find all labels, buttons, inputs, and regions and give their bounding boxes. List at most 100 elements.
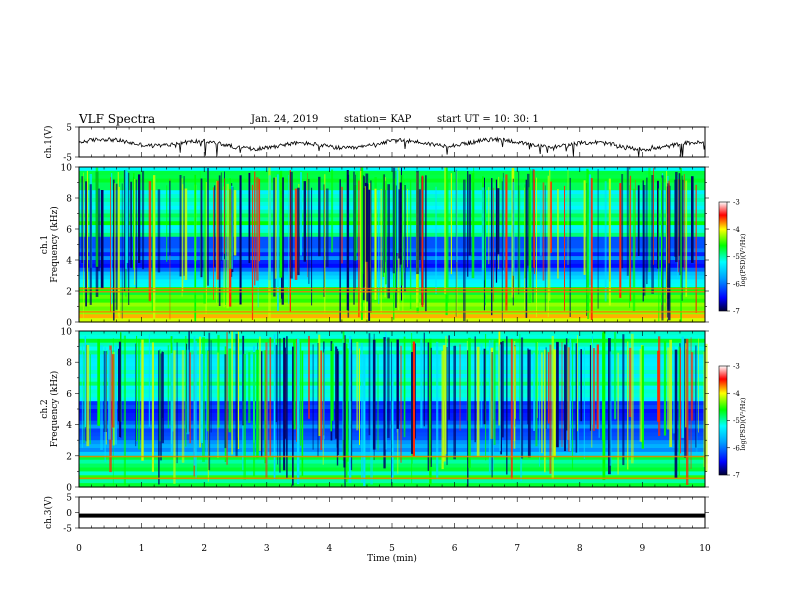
- spectrogram-streak: [224, 354, 227, 449]
- spectrogram-streak: [400, 175, 404, 286]
- spectrogram-streak: [527, 349, 531, 458]
- y-tick-label: -5: [63, 154, 72, 164]
- spectrogram-streak: [400, 345, 402, 463]
- spectrogram-streak: [297, 187, 300, 276]
- spectrogram-streak: [104, 347, 106, 462]
- spectrogram-streak: [468, 337, 471, 468]
- spectrogram-streak: [373, 333, 375, 461]
- spectrogram-streak: [151, 342, 154, 472]
- spectrogram-band: [79, 279, 705, 284]
- spectrogram-streak: [632, 188, 636, 311]
- spectrogram-streak: [661, 175, 664, 321]
- spectrogram-streak: [565, 338, 568, 431]
- spectrogram-streak: [193, 336, 196, 466]
- spectrogram-streak: [533, 352, 535, 431]
- spectrogram-streak: [288, 174, 289, 305]
- spectrogram-streak: [525, 179, 528, 318]
- spectrogram-streak: [383, 174, 385, 273]
- spectrogram-streak: [421, 175, 424, 307]
- spectrogram-streak: [166, 185, 168, 262]
- spectrogram-streak: [317, 343, 319, 457]
- spectrogram-band: [79, 198, 705, 203]
- x-tick-label: 0: [76, 544, 82, 554]
- spectrogram-band: [79, 263, 705, 269]
- y-tick-label: 6: [66, 226, 72, 236]
- spectrogram-streak: [491, 352, 493, 478]
- spectrogram-streak: [312, 344, 314, 450]
- spectrogram-streak: [368, 333, 371, 436]
- spectrogram-streak: [663, 341, 667, 436]
- start-time-label: start UT = 10: 30: 1: [437, 114, 539, 125]
- spectrogram-streak: [118, 186, 120, 322]
- spectrogram-streak: [429, 338, 432, 485]
- spectrogram-streak: [353, 185, 357, 261]
- spectrogram-streak: [423, 332, 425, 427]
- spectrogram-streak: [170, 353, 173, 456]
- spectrogram-streak: [459, 344, 461, 431]
- spectrogram-streak: [442, 345, 446, 462]
- spectrogram-streak: [539, 345, 540, 467]
- spectrogram-streak: [630, 333, 634, 464]
- spectrogram-streak: [203, 178, 206, 304]
- spectrogram-streak: [340, 186, 343, 264]
- spectrogram-streak: [237, 331, 240, 450]
- y-tick-label: 2: [66, 452, 72, 462]
- spectrogram-streak: [534, 179, 535, 274]
- spectrogram-band: [79, 283, 705, 288]
- spectrogram-streak: [130, 181, 133, 268]
- spectrogram-streak: [519, 334, 521, 420]
- spectrogram-streak: [684, 338, 686, 458]
- spectrogram-streak: [695, 184, 697, 313]
- spectrogram-streak: [286, 353, 288, 458]
- spectrogram-streak: [200, 353, 203, 443]
- spectrogram-streak: [544, 349, 546, 473]
- spectrogram-streak: [300, 172, 302, 256]
- spectrogram-streak: [473, 167, 475, 262]
- spectrogram-band: [79, 217, 705, 222]
- station-label: station= KAP: [344, 114, 412, 125]
- spectrogram-streak: [447, 180, 449, 303]
- spectrogram-streak: [532, 168, 534, 303]
- spectrogram-band: [79, 205, 705, 211]
- colorbar: [718, 201, 728, 312]
- spectrogram-streak: [358, 180, 360, 318]
- spectrogram-streak: [576, 350, 579, 455]
- spectrogram-streak: [468, 174, 471, 256]
- spectrogram-streak: [403, 336, 406, 438]
- spectrogram-streak: [491, 178, 493, 316]
- spectrogram-band: [79, 190, 705, 195]
- spectrogram-streak: [648, 167, 651, 272]
- spectrogram-band: [79, 291, 705, 296]
- spectrogram-streak: [378, 190, 380, 304]
- colorbar-tick-label: -4: [733, 390, 740, 398]
- spectrogram-streak: [86, 345, 90, 447]
- spectrogram-streak: [205, 347, 207, 457]
- spectrogram-streak: [349, 336, 352, 484]
- spectrogram-streak: [641, 345, 644, 449]
- spectrogram-streak: [320, 350, 322, 451]
- x-tick-label: 9: [640, 544, 646, 554]
- spectrogram-streak: [515, 346, 516, 419]
- spectrogram-streak: [111, 173, 113, 305]
- x-tick-label: 8: [577, 544, 583, 554]
- spectrogram-streak: [385, 180, 387, 285]
- spectrogram-streak: [114, 183, 116, 292]
- spectrogram-streak: [480, 343, 483, 428]
- spectrogram-streak: [359, 170, 362, 312]
- colorbar-tick-label: -6: [733, 280, 740, 288]
- spectrogram-band: [79, 213, 705, 218]
- spectrogram-streak: [591, 342, 593, 448]
- spectrogram-streak: [141, 339, 144, 461]
- y-tick-label: 10: [61, 164, 73, 174]
- spectrogram-streak: [117, 172, 119, 317]
- spectrogram-streak: [653, 168, 654, 265]
- spectrogram-line: [79, 477, 705, 480]
- spectrogram-streak: [535, 341, 538, 447]
- spectrogram-streak: [681, 175, 683, 301]
- spectrogram-streak: [445, 335, 447, 454]
- spectrogram-streak: [136, 335, 138, 442]
- spectrogram-streak: [243, 354, 246, 480]
- spectrogram-streak: [394, 178, 396, 291]
- spectrogram-streak: [296, 339, 300, 485]
- spectrogram-streak: [651, 175, 654, 294]
